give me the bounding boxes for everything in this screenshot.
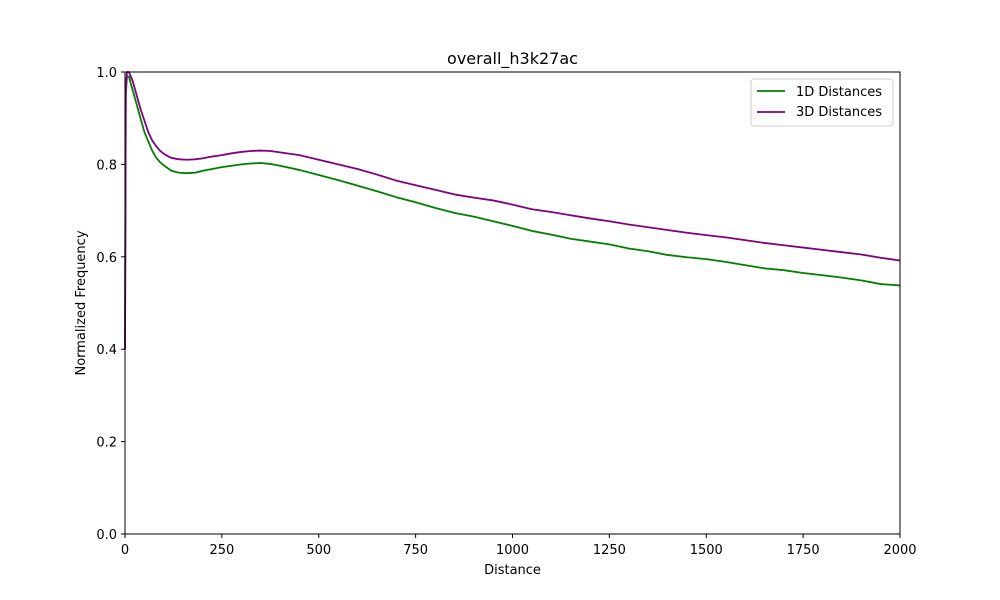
legend-label-3d: 3D Distances <box>796 105 882 120</box>
series-line-3d-distances <box>124 71 901 350</box>
y-tick-label: 1.0 <box>96 66 117 81</box>
y-tick-label: 0.0 <box>96 528 117 543</box>
x-tick-label: 0 <box>121 543 129 558</box>
x-tick-label: 1500 <box>690 543 723 558</box>
x-tick-label: 1250 <box>593 543 626 558</box>
x-tick-label: 1000 <box>496 543 529 558</box>
series-layer <box>124 71 901 350</box>
legend-label-1d: 1D Distances <box>796 85 882 100</box>
legend: 1D Distances 3D Distances <box>750 78 894 127</box>
y-tick-label: 0.4 <box>96 343 117 358</box>
x-tick-label: 2000 <box>883 543 916 558</box>
y-axis-label: Normalized Frequency <box>74 230 89 375</box>
x-tick-label: 500 <box>306 543 331 558</box>
legend-box <box>750 78 894 127</box>
x-tick-label: 1750 <box>787 543 820 558</box>
x-axis: 0 250 500 750 1000 1250 1500 1750 2000 <box>121 534 917 558</box>
chart-title: overall_h3k27ac <box>447 49 578 69</box>
y-tick-label: 0.8 <box>96 158 117 173</box>
x-tick-label: 250 <box>209 543 234 558</box>
y-axis: 0.0 0.2 0.4 0.6 0.8 1.0 <box>96 66 125 543</box>
x-axis-label: Distance <box>484 563 541 578</box>
x-tick-label: 750 <box>403 543 428 558</box>
y-tick-label: 0.2 <box>96 436 117 451</box>
y-tick-label: 0.6 <box>96 251 117 266</box>
series-line-1d-distances <box>124 75 901 350</box>
